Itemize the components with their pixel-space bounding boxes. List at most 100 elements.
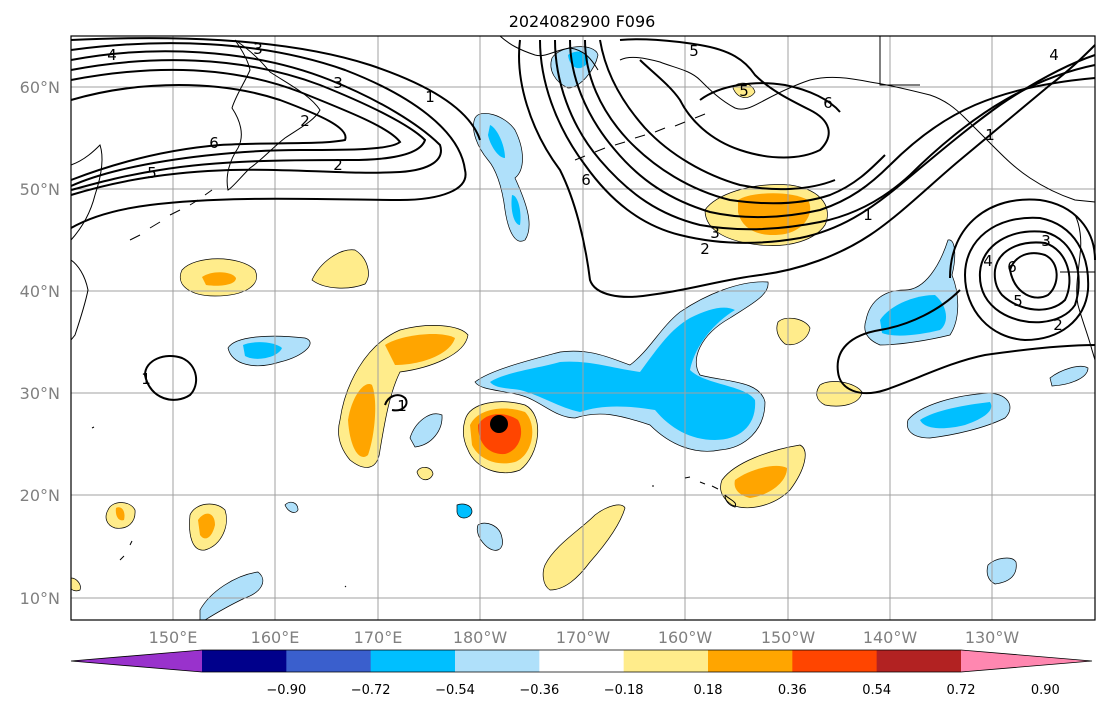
chukotka-coastline bbox=[499, 35, 599, 71]
contour-line bbox=[699, 82, 841, 113]
contour-label: 6 bbox=[581, 171, 591, 189]
contour-line bbox=[569, 39, 1096, 219]
contour-line bbox=[70, 84, 347, 181]
contour-label: 4 bbox=[107, 46, 117, 64]
anomaly-positive-core bbox=[385, 334, 455, 365]
lat-label: 50°N bbox=[20, 180, 60, 199]
anomaly-negative-core bbox=[243, 342, 282, 359]
lon-label: 160°W bbox=[658, 628, 713, 647]
lon-label: 170°E bbox=[354, 628, 403, 647]
contour-line bbox=[70, 42, 467, 229]
small-islands bbox=[91, 426, 654, 588]
contour-label: 6 bbox=[823, 94, 833, 112]
contour-line bbox=[949, 198, 1096, 279]
colorbar-segment bbox=[539, 650, 625, 672]
contour-line bbox=[70, 59, 427, 191]
contour-label: 1 bbox=[985, 126, 995, 144]
anomaly-negative-patch bbox=[284, 501, 299, 513]
lat-label: 10°N bbox=[20, 589, 60, 608]
anomaly-shading bbox=[70, 46, 1089, 621]
colorbar-segment bbox=[370, 650, 456, 672]
lon-label: 150°E bbox=[149, 628, 198, 647]
contour-line bbox=[70, 37, 481, 141]
lat-label: 60°N bbox=[20, 78, 60, 97]
anomaly-negative-core bbox=[488, 125, 505, 158]
contour-label: 6 bbox=[209, 134, 219, 152]
contour-label: 2 bbox=[1053, 316, 1063, 334]
contour-label: 2 bbox=[300, 112, 310, 130]
contour-line bbox=[518, 39, 1096, 298]
colorbar-tick-label: −0.54 bbox=[435, 683, 475, 698]
contour-line bbox=[539, 39, 1096, 244]
anomaly-positive-core bbox=[198, 513, 215, 539]
contour-line bbox=[1008, 252, 1058, 299]
contour-label: 5 bbox=[689, 42, 699, 60]
colorbar-extend-high bbox=[961, 650, 1092, 672]
anomaly-positive-band bbox=[542, 504, 626, 591]
coastlines bbox=[70, 35, 1096, 588]
contour-line bbox=[384, 394, 408, 412]
contour-label: 3 bbox=[710, 224, 720, 242]
contour-labels: 4 3 2 6 5 3 2 1 6 5 5 6 4 1 3 2 1 3 4 6 … bbox=[107, 40, 1063, 415]
contour-label: 5 bbox=[739, 82, 749, 100]
contour-label: 5 bbox=[1013, 292, 1023, 310]
contour-label: 4 bbox=[1049, 46, 1059, 64]
anomaly-positive-patch bbox=[776, 317, 811, 346]
contours bbox=[70, 37, 1096, 412]
kuril-islands bbox=[129, 189, 213, 241]
lon-label: 170°W bbox=[556, 628, 611, 647]
colorbar-segment bbox=[623, 650, 709, 672]
anomaly-positive-patch bbox=[416, 467, 434, 481]
typhoon-anomaly-core bbox=[478, 414, 522, 455]
alaska-west-coastline bbox=[619, 56, 871, 110]
contour-line bbox=[836, 289, 1096, 395]
colorbar-labels: −0.90 −0.72 −0.54 −0.36 −0.18 0.18 0.36 0.54 0.7… bbox=[266, 683, 1059, 698]
lon-label: 180°W bbox=[453, 628, 508, 647]
longitude-labels: 150°E 160°E 170°E 180°W 170°W 160°W 150°… bbox=[149, 628, 1020, 647]
contour-label: 4 bbox=[983, 252, 993, 270]
contour-label: 3 bbox=[1041, 232, 1051, 250]
colorbar-segment bbox=[286, 650, 372, 672]
lat-label: 40°N bbox=[20, 282, 60, 301]
contour-line bbox=[143, 355, 198, 401]
colorbar-tick-label: −0.90 bbox=[266, 683, 306, 698]
colorbar-tick-label: 0.18 bbox=[694, 683, 723, 698]
contour-label: 3 bbox=[333, 74, 343, 92]
contour-label: 3 bbox=[253, 40, 263, 58]
map-frame bbox=[70, 35, 1096, 621]
contour-line bbox=[70, 68, 402, 187]
contour-label: 1 bbox=[863, 206, 873, 224]
colorbar: −0.90 −0.72 −0.54 −0.36 −0.18 0.18 0.36 0.54 0.7… bbox=[70, 649, 1093, 698]
contour-line bbox=[993, 241, 1071, 311]
lon-label: 150°W bbox=[761, 628, 816, 647]
contour-line bbox=[70, 50, 442, 196]
colorbar-outline bbox=[70, 649, 1093, 673]
canada-border bbox=[879, 36, 920, 86]
anomaly-positive-core bbox=[348, 384, 376, 457]
contour-label: 1 bbox=[141, 370, 151, 388]
anomaly-negative-patch bbox=[476, 522, 503, 551]
colorbar-segment bbox=[455, 650, 540, 672]
lon-label: 140°W bbox=[863, 628, 918, 647]
contour-line bbox=[584, 39, 886, 205]
colorbar-tick-label: 0.54 bbox=[862, 683, 891, 698]
anomaly-negative-patch bbox=[409, 413, 443, 448]
alaska-gulf-coastline bbox=[869, 81, 1096, 203]
contour-line bbox=[554, 39, 1096, 231]
colorbar-segment bbox=[708, 650, 793, 672]
figure-title: 2024082900 F096 bbox=[509, 12, 656, 31]
lat-label: 30°N bbox=[20, 384, 60, 403]
hawaii-islands bbox=[684, 476, 737, 508]
north-america-west-coast bbox=[1074, 214, 1096, 361]
colorbar-tick-label: −0.36 bbox=[519, 683, 559, 698]
lon-label: 160°E bbox=[251, 628, 300, 647]
colorbar-tick-label: 0.90 bbox=[1031, 683, 1060, 698]
map-panel: 4 3 2 6 5 3 2 1 6 5 5 6 4 1 3 2 1 3 4 6 … bbox=[70, 35, 1096, 621]
graticule bbox=[71, 36, 1095, 620]
contour-label: 6 bbox=[1007, 258, 1017, 276]
contour-line bbox=[963, 216, 1090, 342]
contour-label: 2 bbox=[700, 240, 710, 258]
colorbar-segment bbox=[876, 650, 962, 672]
sakhalin-coastline bbox=[70, 259, 89, 341]
